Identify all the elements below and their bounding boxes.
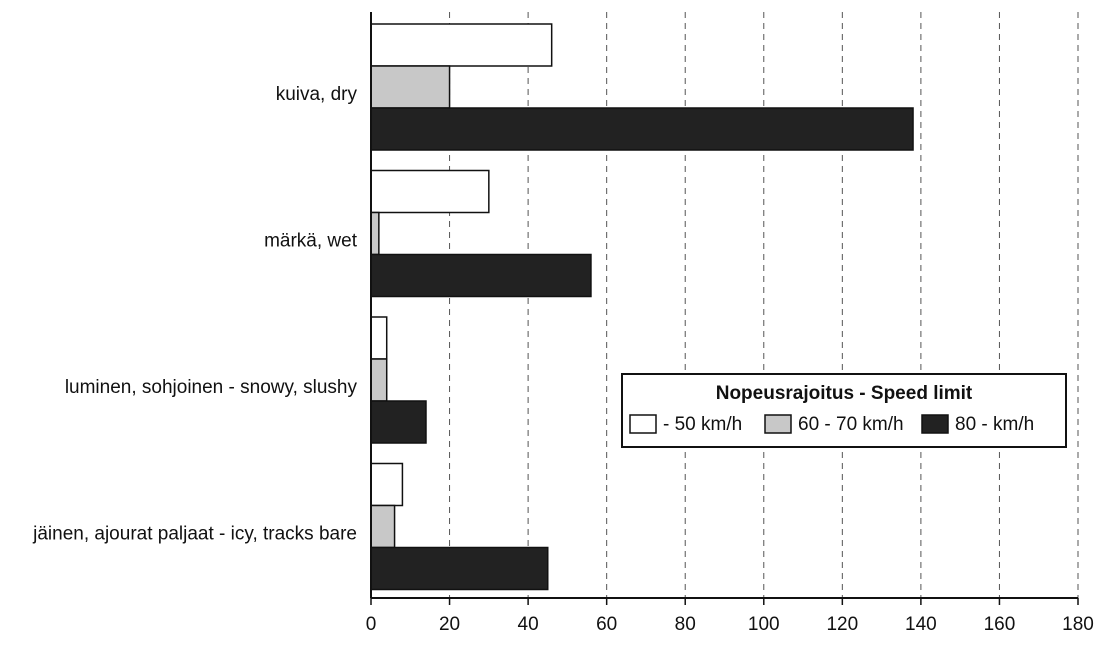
x-tick-label: 100 — [748, 614, 780, 635]
legend-label: 60 - 70 km/h — [798, 414, 904, 435]
y-tick-label: luminen, sohjoinen - snowy, slushy — [65, 377, 358, 398]
legend-label: 80 - km/h — [955, 414, 1034, 435]
bar — [370, 400, 427, 444]
bar — [370, 23, 553, 67]
bar — [370, 107, 914, 151]
legend-title: Nopeusrajoitus - Speed limit — [716, 383, 973, 404]
bar — [370, 316, 388, 360]
bar — [370, 462, 404, 507]
x-tick-label: 0 — [366, 614, 377, 635]
x-tick-label: 160 — [984, 614, 1016, 635]
y-tick-label: kuiva, dry — [276, 84, 358, 105]
bar — [370, 211, 380, 256]
x-tick-label: 60 — [596, 614, 617, 635]
legend-box — [621, 373, 1067, 448]
legend-swatch — [921, 414, 949, 434]
bar — [370, 358, 388, 402]
y-tick-label: märkä, wet — [264, 231, 358, 252]
bar — [370, 253, 592, 298]
legend-swatch — [629, 414, 657, 434]
bar — [370, 169, 490, 214]
legend-label: - 50 km/h — [663, 414, 742, 435]
x-tick-label: 140 — [905, 614, 937, 635]
x-tick-label: 120 — [826, 614, 858, 635]
x-tick-label: 40 — [518, 614, 539, 635]
x-tick-label: 80 — [675, 614, 696, 635]
bar — [370, 546, 549, 591]
x-tick-label: 180 — [1062, 614, 1094, 635]
bar — [370, 65, 451, 109]
y-tick-label: jäinen, ajourat paljaat - icy, tracks ba… — [32, 524, 357, 545]
bar — [370, 504, 396, 549]
x-tick-label: 20 — [439, 614, 460, 635]
legend-swatch — [764, 414, 792, 434]
